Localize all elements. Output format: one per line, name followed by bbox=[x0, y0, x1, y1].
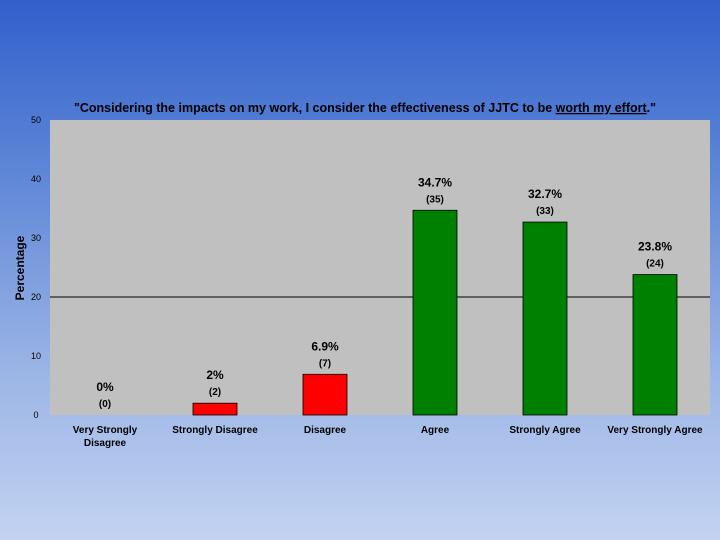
bar bbox=[412, 209, 458, 416]
bar bbox=[632, 274, 678, 416]
chart-title-emphasis: worth my effort bbox=[555, 101, 648, 115]
percent-label: 32.7% bbox=[528, 187, 562, 201]
category-label: Strongly Agree bbox=[509, 425, 581, 436]
count-label: (0) bbox=[99, 399, 111, 410]
count-label: (24) bbox=[646, 259, 664, 270]
category-label: Disagree bbox=[304, 425, 347, 436]
percent-label: 2% bbox=[206, 368, 224, 382]
y-tick-label: 40 bbox=[31, 174, 41, 184]
category-label: Agree bbox=[421, 425, 450, 436]
y-axis-label: Percentage bbox=[13, 235, 27, 300]
data-labels-layer: 0% (0) 2% (2) 6.9% (7) 34.7% (35) 32.7% (33) 23.8%… bbox=[96, 175, 672, 410]
category-label: Very Strongly bbox=[73, 425, 138, 436]
y-axis-ticks: 0 10 20 30 40 50 bbox=[31, 115, 41, 420]
y-tick-label: 10 bbox=[31, 351, 41, 361]
category-labels-layer: Very Strongly Disagree Strongly Disagree Di… bbox=[73, 425, 703, 449]
category-label: Very Strongly Agree bbox=[607, 425, 703, 436]
y-tick-label: 0 bbox=[33, 410, 38, 420]
y-tick-label: 50 bbox=[31, 115, 41, 125]
count-label: (2) bbox=[209, 387, 221, 398]
percent-label: 34.7% bbox=[418, 175, 452, 189]
count-label: (35) bbox=[426, 194, 444, 205]
count-label: (7) bbox=[319, 358, 331, 369]
bar bbox=[302, 373, 348, 416]
bar bbox=[192, 402, 238, 416]
percent-label: 6.9% bbox=[311, 339, 339, 353]
chart-title-suffix: ." bbox=[647, 101, 656, 115]
chart-title-prefix: "Considering the impacts on my work, I c… bbox=[74, 101, 556, 115]
chart-title: "Considering the impacts on my work, I c… bbox=[74, 101, 656, 115]
percent-label: 23.8% bbox=[638, 240, 672, 254]
y-tick-label: 30 bbox=[31, 233, 41, 243]
category-label: Strongly Disagree bbox=[172, 425, 258, 436]
count-label: (33) bbox=[536, 206, 554, 217]
bars-layer bbox=[192, 209, 678, 416]
y-tick-label: 20 bbox=[31, 292, 41, 302]
plot-area bbox=[50, 120, 710, 415]
percent-label: 0% bbox=[96, 380, 114, 394]
bar bbox=[522, 221, 568, 416]
category-label: Disagree bbox=[84, 438, 127, 449]
